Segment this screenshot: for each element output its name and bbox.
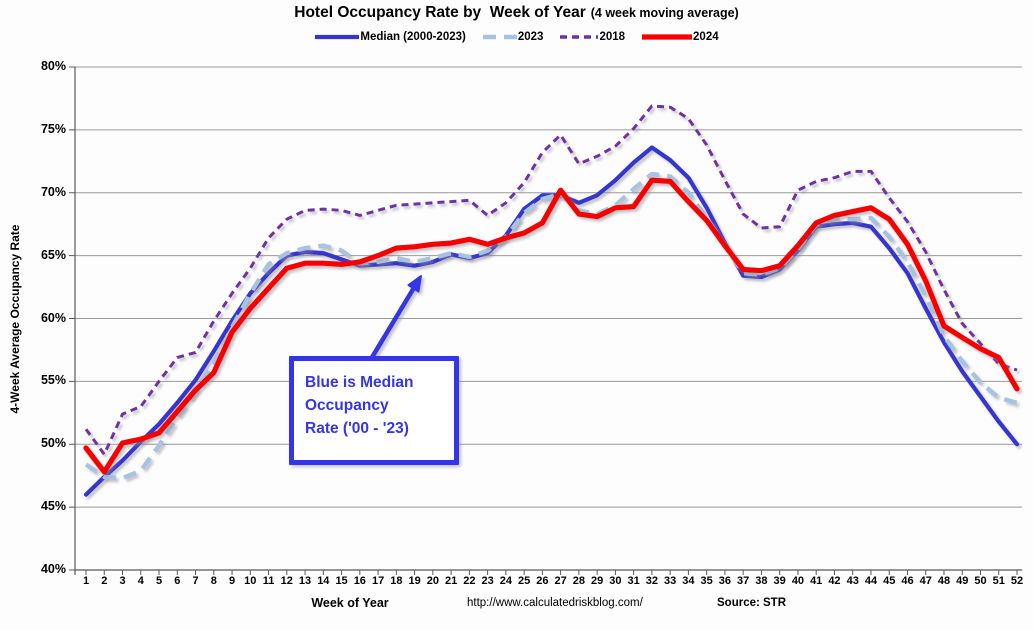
legend-swatch-2023	[482, 34, 517, 40]
x-tick-label-27: 27	[554, 575, 567, 587]
annotation-line-2: Occupancy	[305, 397, 389, 414]
x-axis-title: Week of Year	[311, 596, 389, 610]
x-tick-label-40: 40	[791, 575, 805, 587]
x-tick-label-4: 4	[137, 575, 144, 587]
y-tick-label-45: 45%	[40, 499, 66, 514]
x-tick-label-17: 17	[371, 575, 385, 587]
x-tick-label-30: 30	[609, 575, 622, 587]
x-tick-label-41: 41	[810, 575, 823, 587]
x-tick-label-19: 19	[408, 575, 421, 587]
legend-label-2024: 2024	[693, 31, 719, 43]
x-tick-label-23: 23	[481, 575, 494, 587]
y-tick-label-60: 60%	[40, 310, 66, 325]
y-tick-label-70: 70%	[40, 184, 66, 199]
chart-title: Hotel Occupancy Rate by Week of Year (4 w…	[0, 4, 1033, 22]
y-tick-label-40: 40%	[40, 562, 66, 576]
x-tick-label-2: 2	[101, 575, 108, 587]
y-tick-label-65: 65%	[40, 247, 66, 262]
source-url-text: http://www.calculatedriskblog.com/	[467, 597, 643, 609]
x-tick-label-37: 37	[737, 575, 750, 587]
legend-item-median-2000-2023: Median (2000-2023)	[314, 31, 466, 43]
legend-swatch-median-2000-2023	[315, 34, 360, 40]
x-tick-label-3: 3	[119, 575, 126, 587]
chart-title-subtitle: (4 week moving average)	[590, 6, 739, 20]
x-tick-label-28: 28	[572, 575, 585, 587]
x-tick-label-36: 36	[718, 575, 732, 587]
legend-item-2024: 2024	[641, 31, 719, 43]
x-tick-label-9: 9	[228, 575, 236, 587]
x-tick-label-46: 46	[901, 575, 914, 587]
x-tick-label-38: 38	[755, 575, 768, 587]
x-tick-label-33: 33	[664, 575, 677, 587]
x-tick-label-22: 22	[463, 575, 476, 587]
x-tick-label-52: 52	[1010, 575, 1024, 587]
legend-label-2023: 2023	[517, 31, 544, 43]
x-tick-label-7: 7	[192, 575, 199, 587]
x-tick-label-49: 49	[956, 575, 969, 587]
x-tick-label-16: 16	[353, 575, 366, 587]
x-tick-label-8: 8	[210, 575, 217, 587]
annotation-arrow	[366, 275, 422, 366]
x-tick-label-11: 11	[262, 575, 275, 587]
x-tick-label-35: 35	[700, 575, 713, 587]
x-tick-label-5: 5	[155, 575, 163, 587]
x-tick-label-43: 43	[846, 575, 859, 587]
x-tick-label-25: 25	[517, 575, 531, 587]
x-tick-label-31: 31	[627, 575, 640, 587]
x-tick-label-6: 6	[174, 575, 181, 587]
x-tick-label-32: 32	[645, 575, 659, 587]
x-tick-label-34: 34	[682, 575, 695, 587]
x-tick-label-14: 14	[317, 575, 330, 587]
x-tick-label-44: 44	[864, 575, 878, 587]
y-tick-label-75: 75%	[40, 121, 66, 136]
annotation-line-1: Blue is Median	[305, 374, 414, 391]
annotation-line-3: Rate ('00 - '23)	[305, 420, 409, 437]
x-tick-label-50: 50	[974, 575, 987, 587]
x-tick-label-13: 13	[298, 575, 312, 587]
chart-legend: Median (2000-2023) 2023 2018 2024	[0, 31, 1033, 43]
series-line-2024	[83, 177, 1020, 475]
x-tick-label-20: 20	[426, 575, 439, 587]
x-tick-label-42: 42	[828, 575, 841, 587]
x-tick-label-1: 1	[82, 575, 90, 587]
y-tick-label-50: 50%	[40, 436, 66, 451]
x-tick-label-18: 18	[390, 575, 403, 587]
x-tick-label-10: 10	[244, 575, 257, 587]
x-tick-label-29: 29	[591, 575, 604, 587]
legend-swatch-2018	[560, 35, 599, 39]
legend-item-2018: 2018	[559, 31, 625, 43]
legend-label-median-2000-2023: Median (2000-2023)	[360, 31, 466, 43]
x-tick-label-48: 48	[937, 575, 951, 587]
annotation-box: Blue is Median Occupancy Rate ('00 - '23…	[289, 356, 459, 465]
x-tick-label-39: 39	[773, 575, 786, 587]
x-tick-label-26: 26	[536, 575, 549, 587]
x-tick-label-12: 12	[280, 575, 293, 587]
x-tick-label-45: 45	[883, 575, 896, 587]
y-tick-label-80: 80%	[40, 59, 66, 73]
legend-label-2018: 2018	[599, 31, 626, 43]
x-tick-label-21: 21	[444, 575, 458, 587]
y-axis-title: 4-Week Average Occupancy Rate	[8, 224, 22, 414]
series-line-median-2000-2023	[83, 145, 1020, 497]
series-line-2018	[84, 104, 1018, 456]
series-line-2023	[84, 171, 1018, 481]
legend-item-2023: 2023	[482, 31, 544, 43]
x-tick-label-51: 51	[992, 575, 1005, 587]
x-tick-label-47: 47	[919, 575, 932, 587]
source-label: Source: STR	[717, 597, 787, 609]
x-tick-label-24: 24	[499, 575, 512, 587]
legend-swatch-2024	[642, 34, 693, 40]
y-tick-label-55: 55%	[40, 373, 66, 388]
x-tick-label-15: 15	[335, 575, 348, 587]
chart-title-main: Hotel Occupancy Rate by Week of Year	[294, 4, 586, 21]
